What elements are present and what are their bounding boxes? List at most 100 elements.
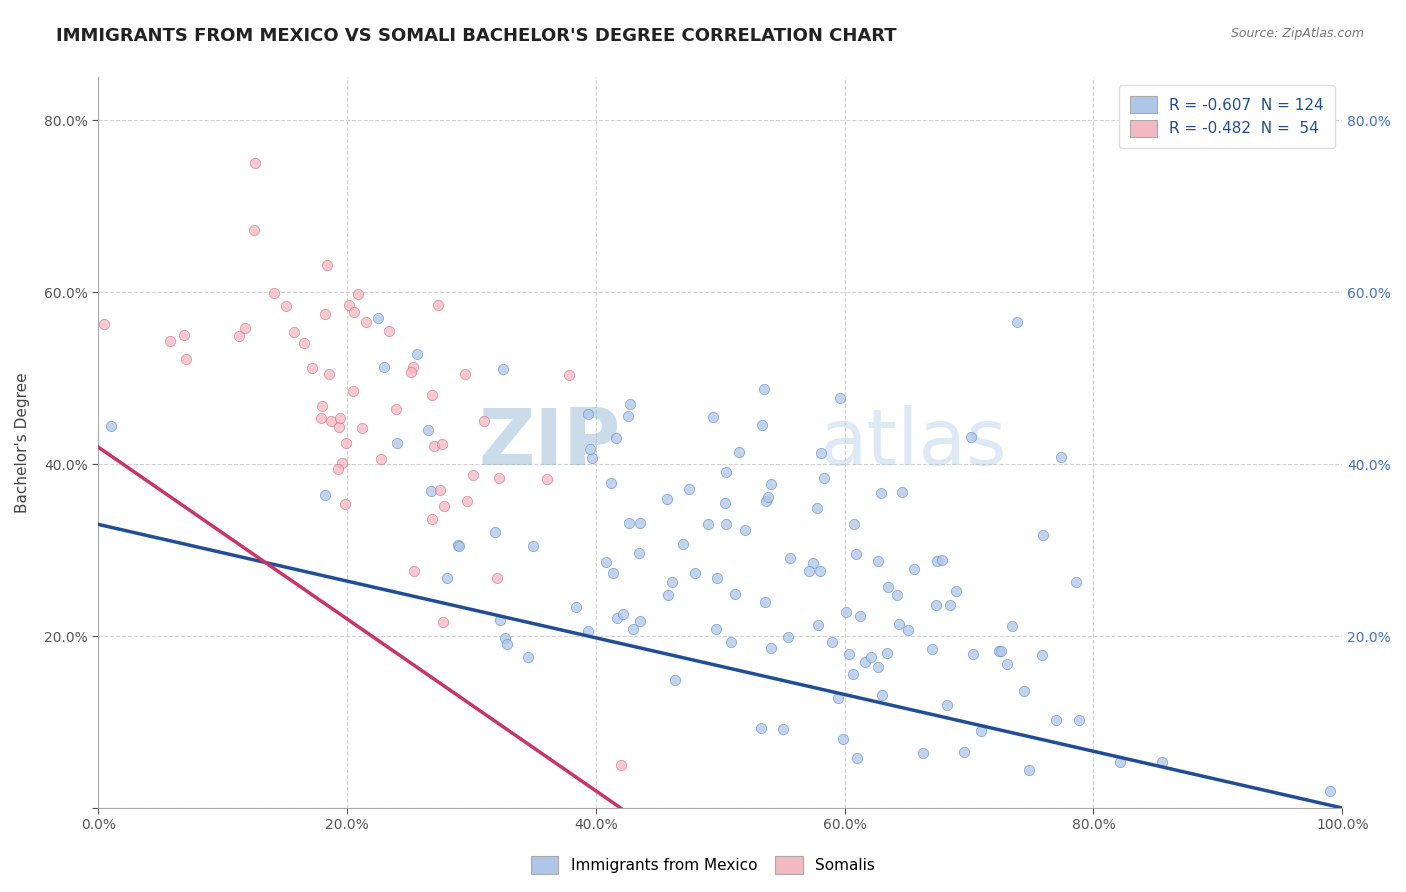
Y-axis label: Bachelor's Degree: Bachelor's Degree [15,372,30,513]
Point [887,617,910,632]
Point [995,657,1018,672]
Point [697,516,720,531]
Point [385,401,408,416]
Point [841,666,863,681]
Point [447,538,470,552]
Point [921,641,943,656]
Point [628,516,651,530]
Point [565,600,588,615]
Point [485,571,508,585]
Point [600,476,623,491]
Point [233,321,256,335]
Point [801,556,824,570]
Point [810,446,832,460]
Point [612,607,634,622]
Point [319,414,342,428]
Point [960,430,983,444]
Point [728,445,751,459]
Text: IMMIGRANTS FROM MEXICO VS SOMALI BACHELOR'S DEGREE CORRELATION CHART: IMMIGRANTS FROM MEXICO VS SOMALI BACHELO… [56,27,897,45]
Text: atlas: atlas [820,405,1007,481]
Point [683,566,706,580]
Point [832,731,855,746]
Point [779,550,801,565]
Point [406,347,429,361]
Point [714,466,737,480]
Point [228,328,250,343]
Point [489,613,512,627]
Point [328,420,350,434]
Point [419,483,441,498]
Point [301,360,323,375]
Point [828,391,851,405]
Point [761,640,783,655]
Point [1001,619,1024,633]
Point [609,758,631,772]
Point [845,547,868,561]
Point [484,525,506,540]
Point [931,553,953,567]
Point [813,471,835,485]
Point [432,615,454,629]
Point [876,646,898,660]
Point [1045,714,1067,728]
Point [1050,450,1073,465]
Point [704,623,727,637]
Point [761,477,783,491]
Point [522,540,544,554]
Point [350,420,373,434]
Point [474,414,496,428]
Point [576,624,599,639]
Point [702,409,724,424]
Point [678,482,700,496]
Point [332,456,354,470]
Point [558,368,581,382]
Point [456,494,478,508]
Point [1018,763,1040,777]
Point [378,324,401,338]
Point [430,437,453,451]
Point [595,556,617,570]
Point [488,471,510,485]
Point [420,512,443,526]
Legend: R = -0.607  N = 124, R = -0.482  N =  54: R = -0.607 N = 124, R = -0.482 N = 54 [1119,85,1334,148]
Point [242,223,264,237]
Point [602,566,624,580]
Point [628,614,651,628]
Point [827,690,849,705]
Point [962,647,984,661]
Point [925,553,948,567]
Point [402,360,425,375]
Point [870,485,893,500]
Point [373,360,395,375]
Point [853,655,876,669]
Point [1031,648,1053,662]
Point [756,491,779,505]
Point [808,564,831,578]
Point [243,156,266,170]
Point [849,609,872,624]
Point [536,472,558,486]
Point [1150,756,1173,770]
Point [970,724,993,739]
Point [100,419,122,434]
Point [581,450,603,465]
Point [891,485,914,500]
Text: Source: ZipAtlas.com: Source: ZipAtlas.com [1230,27,1364,40]
Point [343,305,366,319]
Point [834,605,856,619]
Point [939,598,962,612]
Point [433,499,456,513]
Point [318,367,340,381]
Point [628,546,651,560]
Point [606,611,628,625]
Point [672,537,695,551]
Point [837,647,859,661]
Point [842,516,865,531]
Point [335,497,357,511]
Point [311,399,333,413]
Point [1014,684,1036,698]
Point [886,588,908,602]
Point [492,361,515,376]
Point [935,698,957,712]
Point [420,388,443,402]
